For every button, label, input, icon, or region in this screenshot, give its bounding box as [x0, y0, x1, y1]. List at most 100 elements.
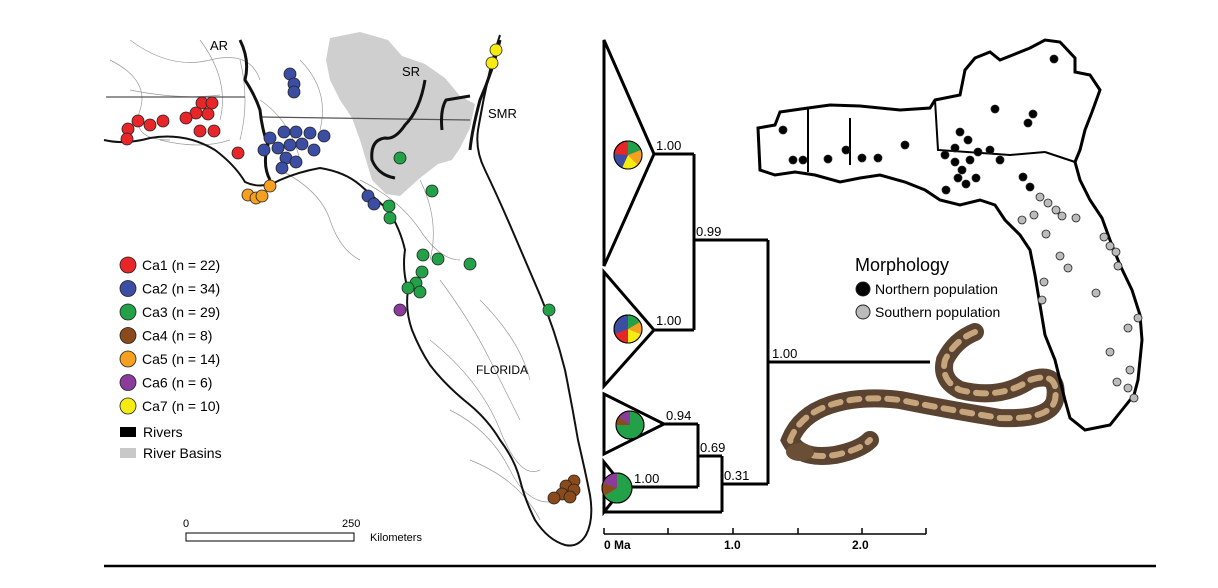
- sample-point-ca3: [393, 151, 407, 165]
- northern-point: [941, 185, 951, 195]
- northern-point: [973, 147, 983, 157]
- southern-point: [1035, 192, 1045, 202]
- sample-point-ca3: [416, 248, 430, 262]
- legend-clade-label: Ca3 (n = 29): [142, 304, 220, 320]
- morphology-title: Morphology: [855, 255, 949, 275]
- morphology-map: Morphology Northern population Southern …: [756, 38, 1144, 432]
- southern-point: [1125, 365, 1135, 375]
- legend-clade-swatch: [119, 327, 137, 344]
- northern-point: [857, 153, 867, 163]
- northern-swatch: [855, 281, 871, 297]
- support-value: 1.00: [634, 471, 659, 486]
- legend-clade-label: Ca6 (n = 6): [142, 375, 212, 391]
- scale-bar-box: [185, 532, 355, 542]
- southern-point: [1105, 241, 1115, 251]
- sample-point-ca6: [393, 303, 407, 317]
- sample-point-ca3: [542, 303, 556, 317]
- sample-point-ca1: [131, 114, 145, 128]
- northern-point: [823, 154, 833, 164]
- northern-point: [955, 127, 965, 137]
- sample-point-ca2: [303, 126, 317, 140]
- northern-point: [940, 150, 950, 160]
- northern-point: [995, 155, 1005, 165]
- sample-point-ca1: [205, 96, 219, 110]
- northern-point: [900, 140, 910, 150]
- southern-point: [1057, 211, 1067, 221]
- scale-unit: Kilometers: [370, 532, 422, 544]
- sample-point-ca1: [231, 146, 245, 160]
- major-rivers: [238, 39, 502, 181]
- northern-label: Northern population: [875, 281, 998, 297]
- southern-point: [1113, 261, 1123, 271]
- legend-clade-swatch: [119, 374, 137, 391]
- sample-point-ca7: [489, 43, 503, 57]
- northern-point: [990, 104, 1000, 114]
- southern-point: [1071, 213, 1081, 223]
- support-value: 1.00: [772, 346, 797, 361]
- northern-point: [985, 145, 995, 155]
- sample-point-ca3: [415, 265, 429, 279]
- sample-point-ca3: [413, 285, 427, 299]
- axis-tick-label: 2.0: [852, 538, 869, 552]
- map-legend: Ca1 (n = 22) Ca2 (n = 34) Ca3 (n = 29) Ca4 …: [119, 256, 222, 461]
- legend-clade-label: Ca7 (n = 10): [142, 398, 220, 414]
- sample-point-ca4: [563, 490, 577, 504]
- sample-point-ca1: [156, 114, 170, 128]
- support-value: 0.31: [724, 468, 749, 483]
- legend-river-basins-label: River Basins: [143, 445, 222, 461]
- time-axis: 0 Ma 1.0 2.0: [603, 528, 927, 552]
- sample-point-ca2: [275, 161, 289, 175]
- scale-bar: 0 250 Kilometers: [183, 518, 422, 544]
- morphology-legend: Morphology Northern population Southern …: [855, 255, 1000, 320]
- label-smr: SMR: [488, 106, 517, 121]
- northern-point: [778, 125, 788, 135]
- southern-point: [1133, 313, 1143, 323]
- southern-point: [1055, 251, 1065, 261]
- coastline: [103, 34, 593, 547]
- sample-point-ca3: [431, 252, 445, 266]
- river-network: [109, 39, 561, 521]
- support-value: 0.69: [700, 440, 725, 455]
- northern-point: [965, 155, 975, 165]
- sample-point-ca2: [283, 138, 297, 152]
- sample-point-ca2: [263, 131, 277, 145]
- northern-point: [953, 173, 963, 183]
- legend-rivers-label: Rivers: [143, 424, 183, 440]
- southern-swatch: [855, 304, 871, 320]
- sample-point-ca2: [317, 129, 331, 143]
- sample-point-ca3: [382, 199, 396, 213]
- sample-points: [120, 43, 581, 505]
- southern-point: [1129, 393, 1139, 403]
- sample-point-ca1: [179, 111, 193, 125]
- southern-point: [1017, 215, 1027, 225]
- support-value: 1.00: [656, 138, 681, 153]
- northern-point: [1025, 182, 1035, 192]
- sample-point-ca3: [401, 281, 415, 295]
- sample-point-ca1: [120, 132, 134, 146]
- southern-point: [1091, 288, 1101, 298]
- sample-point-ca1: [143, 118, 157, 132]
- river-basin-area: [326, 32, 475, 196]
- state-boundary: [261, 116, 471, 121]
- pie-chart: [615, 410, 645, 440]
- sample-point-ca3: [463, 257, 477, 271]
- northern-point: [1028, 109, 1038, 119]
- tree-branches: [604, 152, 930, 514]
- sample-point-ca1: [201, 107, 215, 121]
- label-sr: SR: [402, 64, 420, 79]
- clade-triangle: [602, 267, 656, 390]
- northern-point: [1018, 172, 1028, 182]
- southern-point: [1037, 295, 1047, 305]
- southern-point: [1041, 229, 1051, 239]
- sample-point-ca3: [383, 211, 397, 225]
- phylogenetic-tree: 1.00 1.00 0.94 1.00 0.99 0.69 0.31 1.00 …: [601, 39, 930, 552]
- sample-point-ca5: [255, 189, 269, 203]
- clade-triangle: [602, 39, 656, 267]
- rattlesnake-illustration: [780, 323, 1065, 465]
- label-florida: FLORIDA: [476, 363, 528, 377]
- sample-point-ca2: [287, 85, 301, 99]
- northern-point: [971, 173, 981, 183]
- northern-point: [950, 143, 960, 153]
- northern-point: [950, 157, 960, 167]
- support-value: 1.00: [656, 313, 681, 328]
